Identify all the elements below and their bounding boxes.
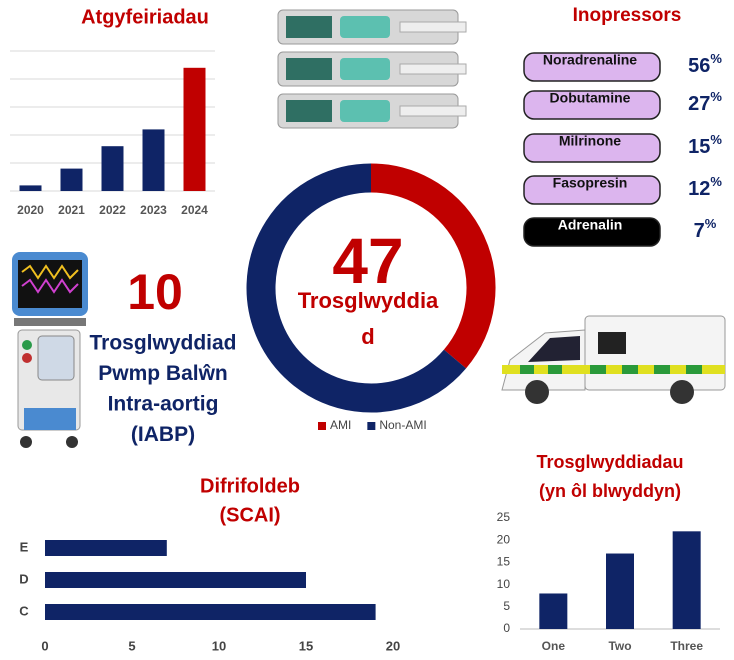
infographic: Atgyfeiriadau2020202120222023202447AMINo…	[0, 0, 734, 660]
infusion-pumps-image	[278, 10, 466, 128]
bar	[143, 129, 165, 191]
bar	[606, 554, 634, 629]
iabp-machine-image	[12, 252, 88, 448]
y-tick-label: 10	[497, 577, 511, 591]
chart-title: (yn ôl blwyddyn)	[539, 481, 681, 501]
y-tick-label: 5	[503, 599, 510, 613]
bar	[539, 593, 567, 629]
chart-title: (SCAI)	[219, 504, 280, 526]
y-tick-label: 0	[503, 621, 510, 635]
x-tick-label: 15	[299, 638, 313, 653]
iabp-label: Trosglwyddiad	[89, 332, 236, 355]
bar	[45, 540, 167, 556]
chart-title: Difrifoldeb	[200, 475, 300, 497]
bar	[20, 185, 42, 191]
drug-percentage: 27%	[688, 89, 722, 115]
bar	[45, 604, 376, 620]
y-tick-label: E	[20, 539, 29, 554]
x-tick-label: 2024	[181, 203, 208, 217]
x-tick-label: 2021	[58, 203, 85, 217]
drug-name: Milrinone	[559, 133, 621, 149]
bar	[102, 146, 124, 191]
x-tick-label: 2023	[140, 203, 167, 217]
drug-percentage: 15%	[688, 132, 722, 158]
ambulance-image	[502, 316, 725, 404]
x-tick-label: 2022	[99, 203, 126, 217]
chart-title: Atgyfeiriadau	[81, 6, 209, 28]
x-tick-label: Two	[608, 639, 631, 653]
legend-label: AMI	[330, 418, 351, 432]
drug-percentage: 7%	[694, 216, 717, 242]
bar	[673, 531, 701, 629]
legend-swatch	[367, 422, 375, 430]
legend-label: Non-AMI	[379, 418, 426, 432]
y-tick-label: 20	[497, 532, 511, 546]
drug-name: Dobutamine	[550, 90, 631, 106]
section-title: Inopressors	[573, 5, 682, 26]
y-tick-label: C	[19, 603, 29, 618]
x-tick-label: 2020	[17, 203, 44, 217]
y-tick-label: 15	[497, 555, 511, 569]
drug-name: Adrenalin	[558, 217, 623, 233]
bar	[184, 68, 206, 191]
legend-swatch	[318, 422, 326, 430]
iabp-label: Pwmp Balŵn	[98, 362, 228, 385]
x-tick-label: 0	[41, 638, 48, 653]
drug-name: Fasopresin	[553, 175, 628, 191]
chart-title: Trosglwyddiadau	[536, 452, 683, 472]
x-tick-label: 20	[386, 638, 400, 653]
x-tick-label: 5	[128, 638, 135, 653]
drug-percentage: 12%	[688, 174, 722, 200]
iabp-count: 10	[127, 264, 183, 320]
x-tick-label: One	[542, 639, 566, 653]
bar	[61, 169, 83, 191]
x-tick-label: Three	[670, 639, 703, 653]
iabp-label: Intra-aortig	[108, 393, 219, 416]
iabp-label: (IABP)	[131, 423, 195, 446]
y-tick-label: 25	[497, 510, 511, 524]
bar	[45, 572, 306, 588]
drug-percentage: 56%	[688, 51, 722, 77]
y-tick-label: D	[19, 571, 28, 586]
x-tick-label: 10	[212, 638, 226, 653]
donut-center-text: Trosglwyddiad	[293, 283, 443, 355]
drug-name: Noradrenaline	[543, 52, 637, 68]
